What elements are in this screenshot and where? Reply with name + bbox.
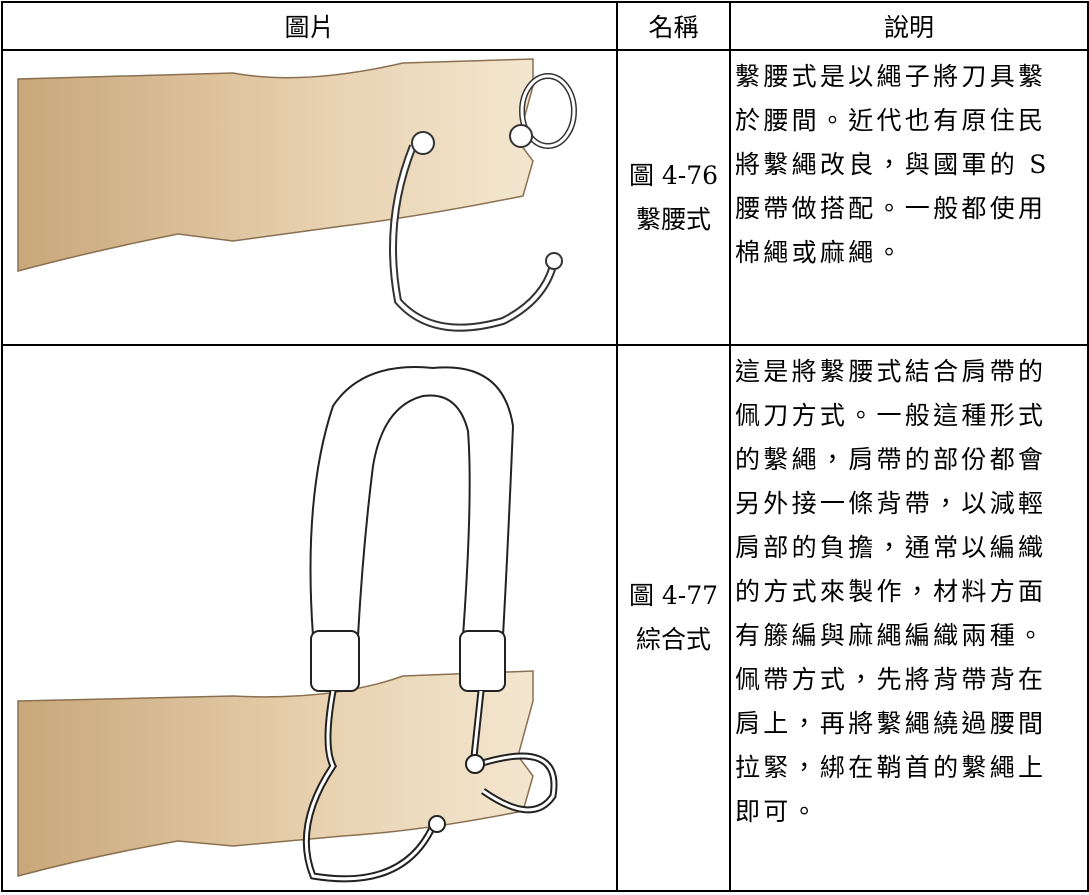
name-cell: 圖 4-77 綜合式 (616, 344, 731, 892)
row: 圖 4-76 繫腰式 繫腰式是以繩子將刀具繫 於腰間。近代也有原住民 將繫繩改良，與… (1, 49, 1089, 346)
description-line: 肩上，再將繫繩繞過腰間 (735, 709, 1047, 738)
row: 圖 4-77 綜合式 這是將繫腰式結合肩帶的 佩刀方式。一般這種形式 的繫繩，肩帶的… (1, 344, 1089, 892)
description-line: 拉緊，綁在鞘首的繫繩上 (735, 753, 1047, 782)
description-line: 腰帶做搭配。一般都使用 (735, 194, 1047, 223)
description-line: 這是將繫腰式結合肩帶的 (735, 357, 1047, 386)
header-cell: 名稱 (616, 1, 731, 51)
image-cell (1, 49, 618, 346)
description-line: 佩刀方式。一般這種形式 (735, 401, 1047, 430)
description-line: 肩部的負擔，通常以編織 (735, 533, 1047, 562)
figure-number: 圖 4-77 (628, 581, 719, 610)
description-line: 另外接一條背帶，以減輕 (735, 489, 1047, 518)
description-line: 的繫繩，肩帶的部份都會 (735, 445, 1047, 474)
description-line: 佩帶方式，先將背帶背在 (735, 665, 1047, 694)
illustration (17, 366, 558, 883)
figure-name: 繫腰式 (635, 204, 711, 234)
illustration (17, 58, 577, 332)
figure-number: 圖 4-76 (628, 160, 719, 190)
description-line: 有籐編與麻繩編織兩種。 (735, 621, 1047, 650)
description-cell: 繫腰式是以繩子將刀具繫 於腰間。近代也有原住民 將繫繩改良，與國軍的 S 腰帶做搭配。… (729, 49, 1089, 346)
description-line: 即可。 (735, 797, 820, 826)
figure-name: 綜合式 (635, 625, 711, 654)
description-cell: 這是將繫腰式結合肩帶的 佩刀方式。一般這種形式 的繫繩，肩帶的部份都會 另外接一條背帶… (729, 344, 1089, 892)
description-line: 將繫繩改良，與國軍的 S (735, 150, 1050, 179)
description-line: 棉繩或麻繩。 (735, 238, 905, 267)
description-line: 繫腰式是以繩子將刀具繫 (735, 62, 1047, 91)
header-cell: 說明 (729, 1, 1089, 51)
name-cell: 圖 4-76 繫腰式 (616, 49, 731, 346)
image-cell (1, 344, 618, 892)
description-line: 的方式來製作，材料方面 (735, 577, 1047, 606)
header-row: 圖片 名稱 說明 (1, 1, 1089, 51)
header-cell: 圖片 (1, 1, 618, 51)
description-line: 於腰間。近代也有原住民 (735, 106, 1047, 135)
